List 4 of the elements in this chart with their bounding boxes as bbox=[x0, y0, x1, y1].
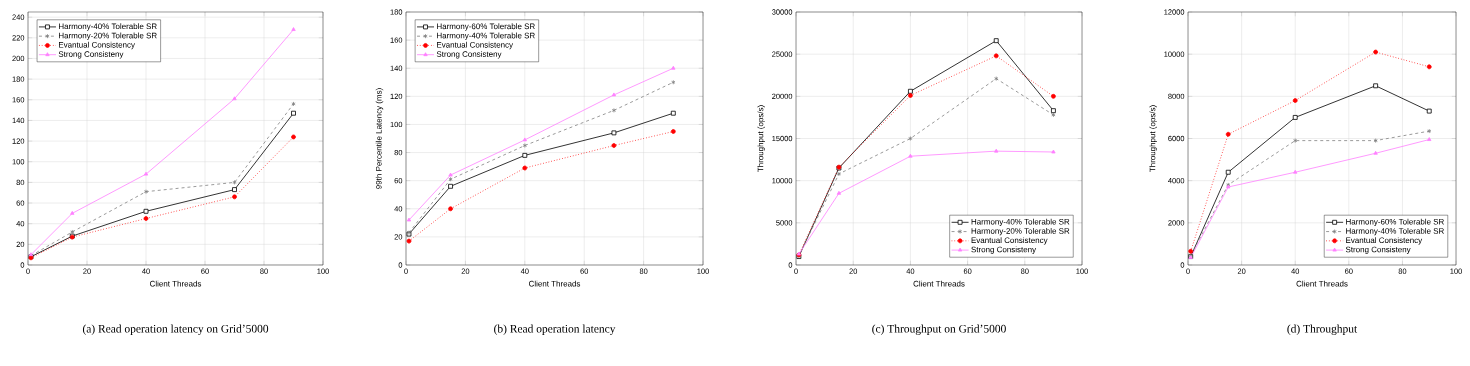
text: (c) Throughput on Grid’5000 bbox=[872, 324, 1006, 335]
text: (a) Read operation latency on Grid’5000 bbox=[82, 324, 269, 335]
text: (b) Read operation latency bbox=[494, 324, 616, 335]
text: (d) Throughput bbox=[1287, 324, 1358, 335]
